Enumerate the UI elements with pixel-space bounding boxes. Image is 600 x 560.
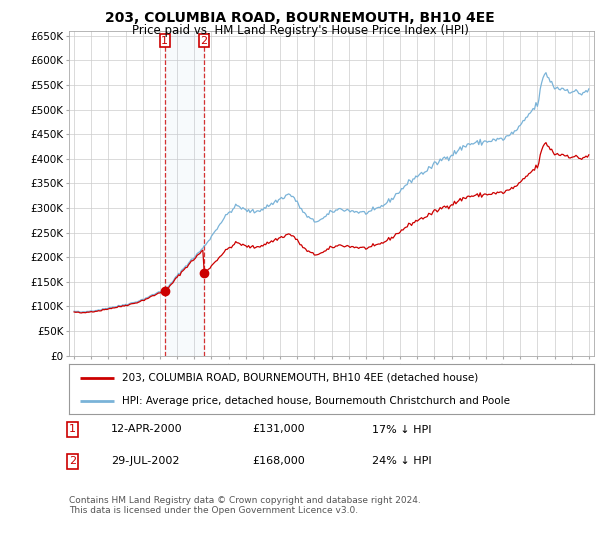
Bar [164,31,204,356]
Text: HPI: Average price, detached house, Bournemouth Christchurch and Poole: HPI: Average price, detached house, Bour… [121,396,509,406]
Text: 17% ↓ HPI: 17% ↓ HPI [372,424,431,435]
Text: 29-JUL-2002: 29-JUL-2002 [111,456,179,466]
Text: 203, COLUMBIA ROAD, BOURNEMOUTH, BH10 4EE: 203, COLUMBIA ROAD, BOURNEMOUTH, BH10 4E… [105,11,495,25]
Text: 12-APR-2000: 12-APR-2000 [111,424,182,435]
Text: £168,000: £168,000 [252,456,305,466]
Text: £131,000: £131,000 [252,424,305,435]
Text: 2: 2 [200,36,208,46]
Text: 1: 1 [69,424,76,435]
Text: 1: 1 [161,36,168,46]
Text: 2: 2 [69,456,76,466]
Text: Contains HM Land Registry data © Crown copyright and database right 2024.
This d: Contains HM Land Registry data © Crown c… [69,496,421,515]
Text: 203, COLUMBIA ROAD, BOURNEMOUTH, BH10 4EE (detached house): 203, COLUMBIA ROAD, BOURNEMOUTH, BH10 4E… [121,372,478,382]
Text: 24% ↓ HPI: 24% ↓ HPI [372,456,431,466]
Text: Price paid vs. HM Land Registry's House Price Index (HPI): Price paid vs. HM Land Registry's House … [131,24,469,36]
